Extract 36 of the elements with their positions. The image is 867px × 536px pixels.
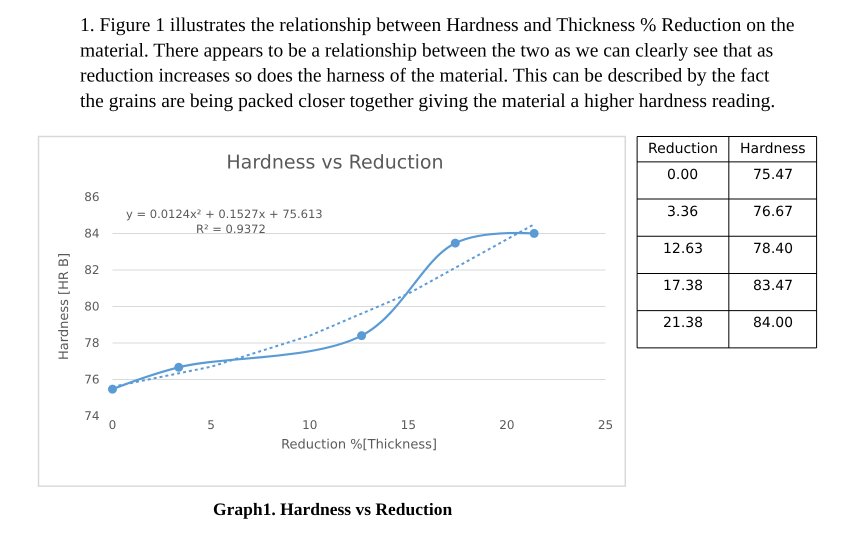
point [530,228,539,238]
text: 75.47 [753,167,794,183]
y-tick-label: 82 [84,263,100,278]
chart-title: Hardness vs Reduction [226,152,444,174]
y-axis-title: Hardness [HR B] [57,252,72,360]
text: 21.38 [663,315,704,331]
y-tick-label: 78 [84,336,100,350]
text: 12.63 [663,241,704,257]
text: 78.40 [753,241,794,257]
text: Reduction [648,141,718,157]
x-tick-label: 0 [108,418,116,432]
x-tick-label: 10 [302,418,318,432]
point [174,362,184,372]
x-tick-label: 15 [400,418,416,432]
text: 76.67 [753,204,794,220]
x-tick-label: 25 [598,418,614,432]
point [450,238,460,248]
text: Hardness [740,141,806,157]
text: 17.38 [663,278,704,294]
x-tick-label: 5 [207,418,215,432]
text: 0.00 [667,167,698,183]
x-tick-label: 20 [499,418,515,432]
y-tick-label: 86 [84,190,100,204]
y-tick-label: 84 [84,226,100,241]
y-tick-label: 76 [84,372,100,387]
text: 84.00 [753,315,794,331]
text: 1. Figure 1 illustrates the relationship between Hardness and Thickness % Reduction on the material. There appears to be a relationship between the two as we can clearly see that as reduction increases so does the harness of the material. This can be described by the fact the grains are being packed closer together giving the material a higher hardness reading. [80,15,794,112]
text: 83.47 [753,278,794,294]
y-tick-label: 74 [84,409,100,424]
text: 3.36 [667,204,698,220]
caption: Graph1. Hardness vs Reduction [213,499,452,519]
point [357,331,366,340]
annotation: R² = 0.9372 [196,222,266,236]
y-tick-label: 80 [84,300,100,314]
x-axis-title: Reduction %[Thickness] [281,438,437,453]
annotation: y = 0.0124x² + 0.1527x + 75.613 [126,207,323,221]
